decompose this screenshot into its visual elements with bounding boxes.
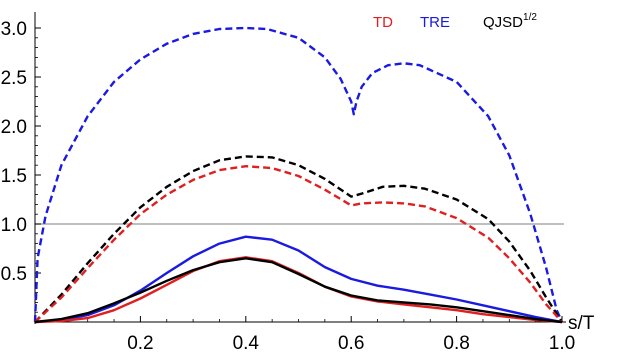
plot-area: 0.2 0.4 0.6 0.8 1.0 0.5 1.0 1.5 2.0 2.5 3.0 s/T <box>1 12 595 352</box>
legend: TD TRE QJSD1/2 <box>373 12 537 31</box>
y-tick-label: 2.5 <box>1 68 27 89</box>
y-tick-label: 2.0 <box>1 117 27 138</box>
series-line-1 <box>33 26 564 323</box>
legend-entry-qjsd-text: QJSD <box>483 14 523 31</box>
y-tick-label: 0.5 <box>1 264 27 285</box>
x-tick-label: 0.2 <box>127 333 153 352</box>
x-tick-label: 0.4 <box>233 333 260 352</box>
y-tick-label: 1.5 <box>1 166 27 187</box>
x-axis-label: s/T <box>568 313 595 334</box>
series-line-2 <box>34 155 564 323</box>
legend-entry-tre: TRE <box>420 14 450 31</box>
x-tick-label: 1.0 <box>549 333 575 352</box>
y-tick-label: 1.0 <box>1 215 27 236</box>
legend-entry-qjsd: QJSD1/2 <box>483 12 537 31</box>
x-tick-label: 0.6 <box>338 333 364 352</box>
y-tick-label: 3.0 <box>1 19 27 40</box>
legend-entry-qjsd-superscript: 1/2 <box>523 12 537 23</box>
series-line-3 <box>34 164 563 323</box>
series-line-6 <box>34 257 563 324</box>
x-tick-label: 0.8 <box>443 333 469 352</box>
legend-entry-td: TD <box>373 14 393 31</box>
